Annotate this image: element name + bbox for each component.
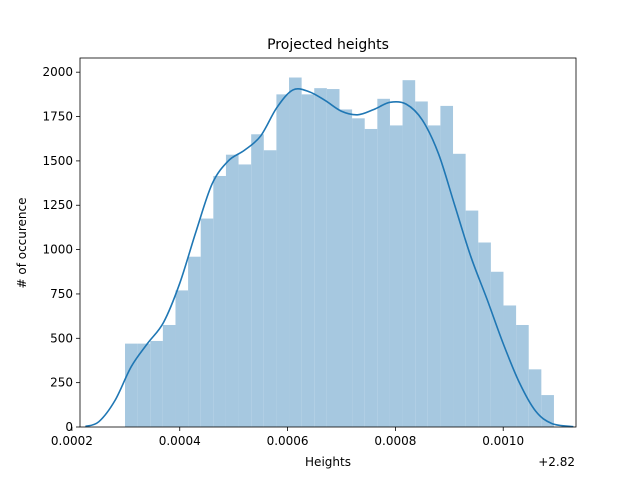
histogram-bar <box>352 118 365 427</box>
histogram-bar <box>326 89 340 428</box>
y-tick-label: 1000 <box>42 243 73 257</box>
histogram-bar <box>389 125 403 428</box>
chart-title: Projected heights <box>267 37 389 53</box>
y-tick-label: 500 <box>50 331 73 345</box>
histogram-bar <box>465 210 479 427</box>
y-axis-ticks: 0 250 500 750 1000 1250 1500 1750 2000 <box>42 65 80 434</box>
histogram-bar <box>263 150 277 427</box>
histogram-bar <box>490 271 504 427</box>
histogram-bar <box>478 242 491 427</box>
y-tick-label: 2000 <box>42 65 73 79</box>
y-tick-label: 0 <box>65 420 73 434</box>
histogram-bar <box>301 94 315 427</box>
histogram-bar <box>200 218 214 427</box>
x-axis-label: Heights <box>305 455 351 469</box>
histogram-bar <box>276 94 290 427</box>
y-axis-label: # of occurence <box>15 197 29 288</box>
x-tick-label: 0.0008 <box>374 434 416 448</box>
x-axis-ticks: 0.0002 0.0004 0.0006 0.0008 0.0010 <box>51 427 524 448</box>
x-tick-label: 0.0006 <box>267 434 309 448</box>
histogram-bar <box>415 101 428 428</box>
histogram-bar <box>125 343 138 427</box>
histogram-bar <box>188 256 201 427</box>
y-tick-label: 250 <box>50 376 73 390</box>
histogram-bar <box>137 343 151 427</box>
kde-curve <box>85 88 574 428</box>
x-tick-label: 0.0004 <box>159 434 201 448</box>
plot-frame <box>79 57 577 428</box>
histogram-bar <box>364 128 378 427</box>
x-tick-label: 0.0010 <box>482 434 524 448</box>
histogram-bar <box>377 98 390 427</box>
histogram-bar <box>402 80 416 428</box>
histogram-bar <box>528 369 542 427</box>
histogram-bar <box>427 125 441 428</box>
y-tick-label: 1250 <box>42 198 73 212</box>
histogram-bar <box>150 340 163 427</box>
y-tick-label: 1500 <box>42 154 73 168</box>
y-tick-label: 1750 <box>42 110 73 124</box>
histogram-bar <box>453 153 466 427</box>
histogram-bar <box>339 109 353 427</box>
histogram-bar <box>162 324 176 427</box>
histogram-bar <box>251 134 264 427</box>
histogram-bar <box>440 105 454 427</box>
histogram-bar <box>175 290 189 427</box>
x-tick-label: 0.0002 <box>51 434 93 448</box>
histogram-bar <box>225 154 239 427</box>
histogram-bar <box>289 77 302 428</box>
histogram-bar <box>503 305 517 427</box>
x-axis-offset-label: +2.82 <box>538 455 575 469</box>
histogram-bars <box>125 77 554 428</box>
histogram-bar <box>238 164 252 427</box>
histogram-bar <box>213 175 226 427</box>
histogram-bar <box>314 88 327 427</box>
y-tick-label: 750 <box>50 287 73 301</box>
histogram-bar <box>516 324 529 427</box>
